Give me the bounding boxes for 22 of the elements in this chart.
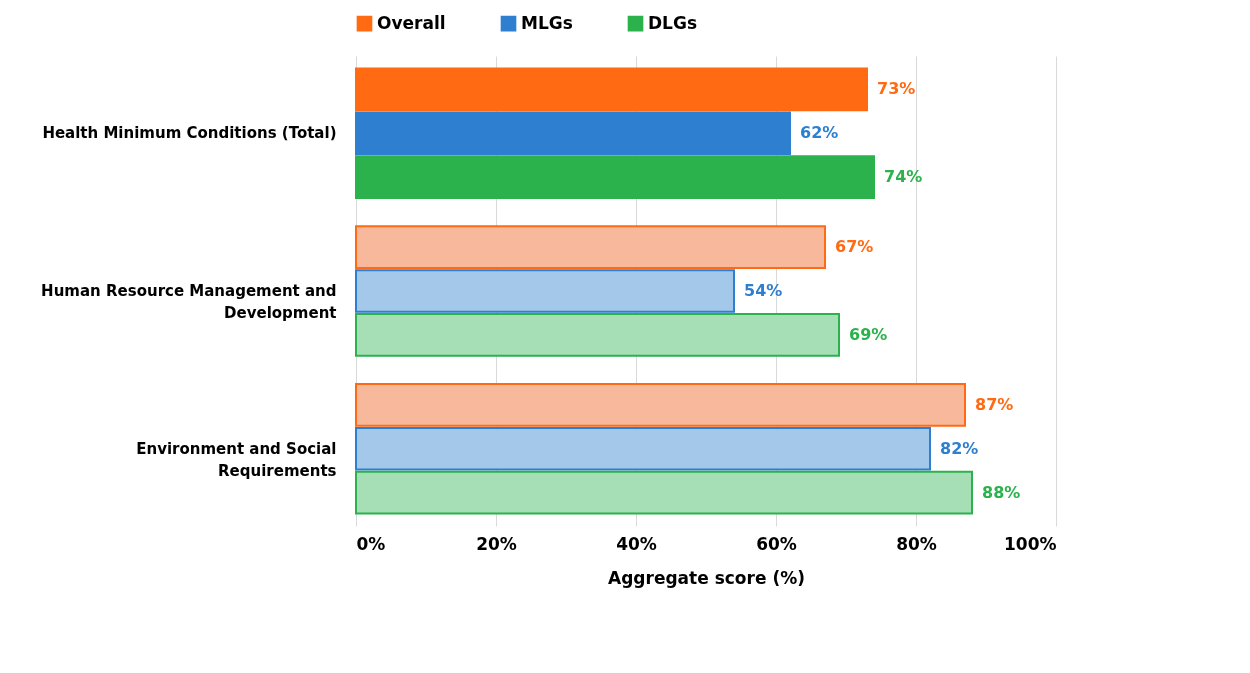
data-label: 73%: [877, 79, 916, 99]
data-label: 74%: [884, 167, 923, 187]
x-tick-label: 100%: [1003, 533, 1057, 554]
x-tick-label: 0%: [356, 533, 386, 554]
legend-label: MLGs: [521, 12, 573, 33]
data-label: 67%: [835, 237, 874, 257]
y-tick-label: Human Resource Management and Development: [41, 282, 337, 322]
x-tick-label: 80%: [896, 533, 937, 554]
data-label: 88%: [982, 482, 1021, 502]
data-label: 62%: [800, 123, 839, 143]
legend-label: Overall: [377, 12, 446, 33]
x-axis-title: Aggregate score (%): [608, 567, 805, 588]
legend-label: DLGs: [648, 12, 698, 33]
data-label: 69%: [849, 324, 888, 344]
x-tick-label: 20%: [476, 533, 517, 554]
data-label: 54%: [744, 281, 783, 300]
data-label: 82%: [940, 438, 979, 458]
x-tick-label: 40%: [616, 533, 657, 554]
x-tick-label: 60%: [756, 533, 797, 554]
data-label: 87%: [975, 394, 1014, 414]
y-tick-label: Environment and Social Requirements: [136, 439, 337, 480]
y-tick-label: Health Minimum Conditions (Total): [42, 124, 337, 143]
